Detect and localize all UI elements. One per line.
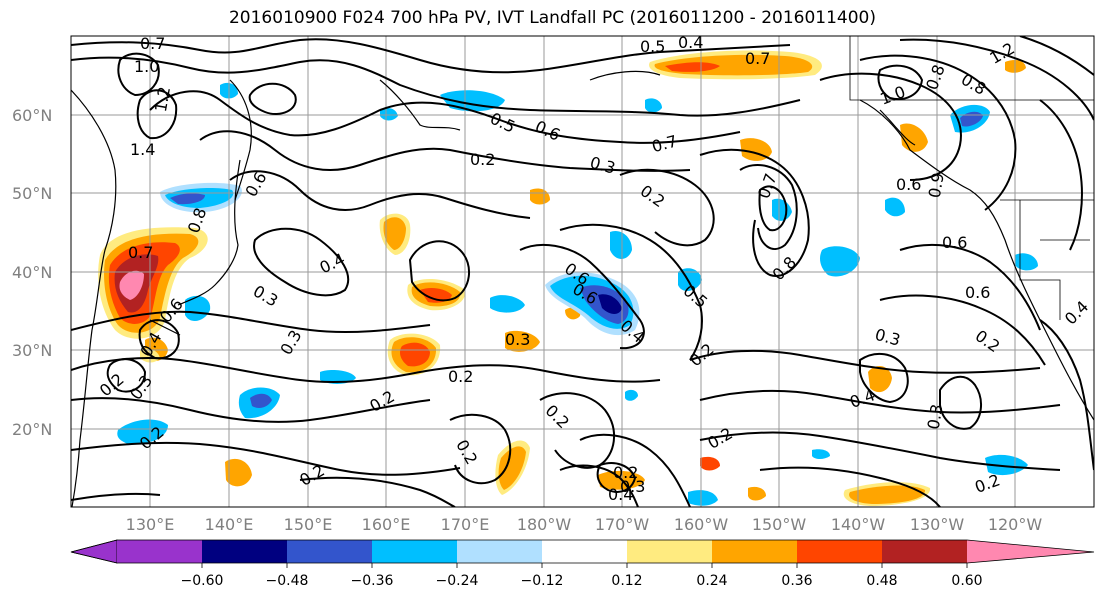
borders [849,36,1094,320]
colorbar-segment [797,540,882,563]
colorbar-label: 0.24 [696,573,727,589]
positive-anomaly-area [225,458,252,487]
lon-label: 150°E [284,515,333,534]
positive-anomaly-area [748,486,766,501]
positive-anomaly-area [849,485,926,504]
colorbar: −0.60 −0.48 −0.36 −0.24 −0.12 0.12 0.24 … [70,539,1095,589]
negative-anomaly-area [490,295,525,313]
colorbar-segment [627,540,712,563]
negative-anomaly-area [320,370,356,384]
colorbar-ticks [201,563,968,568]
lon-label: 170°W [595,515,650,534]
negative-anomaly-area [598,294,622,314]
negative-anomaly-area [610,230,632,259]
contour-label: 0.7 [745,49,770,68]
positive-anomaly-area [700,456,720,471]
longitude-labels: 130°E 140°E 150°E 160°E 170°E 180°W 170°… [126,515,1043,534]
lon-label: 160°W [674,515,729,534]
contour-label: 1.4 [130,140,155,159]
negative-anomaly-area [185,295,211,322]
lat-label: 30°N [12,341,52,360]
positive-anomaly-area [383,217,406,250]
negative-anomaly-area [117,419,168,445]
lon-label: 150°W [752,515,807,534]
positive-anomaly-area [420,287,452,303]
negative-anomaly-area [380,108,398,121]
positive-anomaly-area [400,342,430,367]
negative-anomaly-area [885,197,905,217]
contour-label: 0.6 [942,233,967,252]
contour-label: 0.2 [470,150,495,169]
lon-label: 180°W [517,515,572,534]
colorbar-label: −0.12 [521,573,564,589]
colorbar-segment [287,540,372,563]
positive-anomaly-area [505,330,540,352]
contour-label: 0.9 [925,171,948,199]
negative-anomaly-area [645,98,662,113]
lon-label: 160°E [362,515,411,534]
negative-anomaly-area [170,193,205,205]
lon-label: 140°E [205,515,254,534]
colorbar-segment [457,540,542,563]
negative-anomaly-area [688,490,718,506]
contour-label: 1.2 [151,85,174,113]
negative-anomaly-area [1015,253,1038,271]
contour-label: 0.3 [505,330,530,349]
colorbar-min-extend [70,539,118,564]
negative-anomaly-area [250,393,272,408]
lon-label: 120°W [988,515,1043,534]
colorbar-segment [882,540,967,563]
negative-anomaly-area [625,389,638,401]
positive-anomaly-area [119,270,144,300]
contour-label: 0.3 [924,403,947,431]
contour-label: 0.5 [640,37,665,56]
positive-anomaly-area [530,188,550,205]
colorbar-segment [372,540,457,563]
positive-anomaly-area [665,62,720,72]
colorbar-label: −0.24 [436,573,479,589]
map-frame [70,35,1095,508]
colorbar-label: 0.60 [951,573,982,589]
colorbar-segment [202,540,287,563]
lon-label: 130°W [910,515,965,534]
lon-label: 170°E [441,515,490,534]
colorbar-label: 0.36 [781,573,812,589]
colorbar-segment [542,540,627,563]
contour-label: 0.7 [128,243,153,262]
contour-label: 0.4 [678,33,703,52]
map-title: 2016010900 F024 700 hPa PV, IVT Landfall… [228,8,876,28]
negative-anomaly-area [820,246,860,277]
negative-anomaly-area [772,198,792,221]
lat-label: 20°N [12,420,52,439]
colorbar-max-extend [967,540,1094,563]
contour-label: 0.4 [608,485,633,504]
colorbar-label: −0.36 [351,573,394,589]
contour-label: 1.0 [134,57,159,76]
colorbar-label: −0.48 [266,573,309,589]
lat-label: 60°N [12,106,52,125]
positive-anomaly-area [498,446,526,490]
colorbar-segment [712,540,797,563]
positive-anomaly-area [868,366,892,393]
colorbar-label: 0.48 [866,573,897,589]
lon-label: 140°W [831,515,886,534]
lat-label: 50°N [12,184,52,203]
latitude-labels: 60°N 50°N 40°N 30°N 20°N [12,106,52,439]
contour-label: 0.7 [140,34,165,53]
lat-label: 40°N [12,263,52,282]
negative-anomaly-area [812,449,830,459]
contours [71,36,1094,507]
colorbar-label: −0.60 [181,573,224,589]
map-plot-area: 0.7 1.0 1.2 1.4 0.5 0.4 0.7 1.0 0.8 0.8 … [71,33,1094,507]
lon-label: 130°E [126,515,175,534]
contour-label: 0.6 [896,175,921,194]
contour-label: 0.6 [965,283,990,302]
negative-anomaly-area [985,454,1028,476]
colorbar-label: 0.12 [611,573,642,589]
contour-label: 0.2 [613,463,638,482]
colorbar-segment [117,540,202,563]
contour-label: 0.2 [448,367,473,386]
contour-label: 0.3 [620,477,645,496]
